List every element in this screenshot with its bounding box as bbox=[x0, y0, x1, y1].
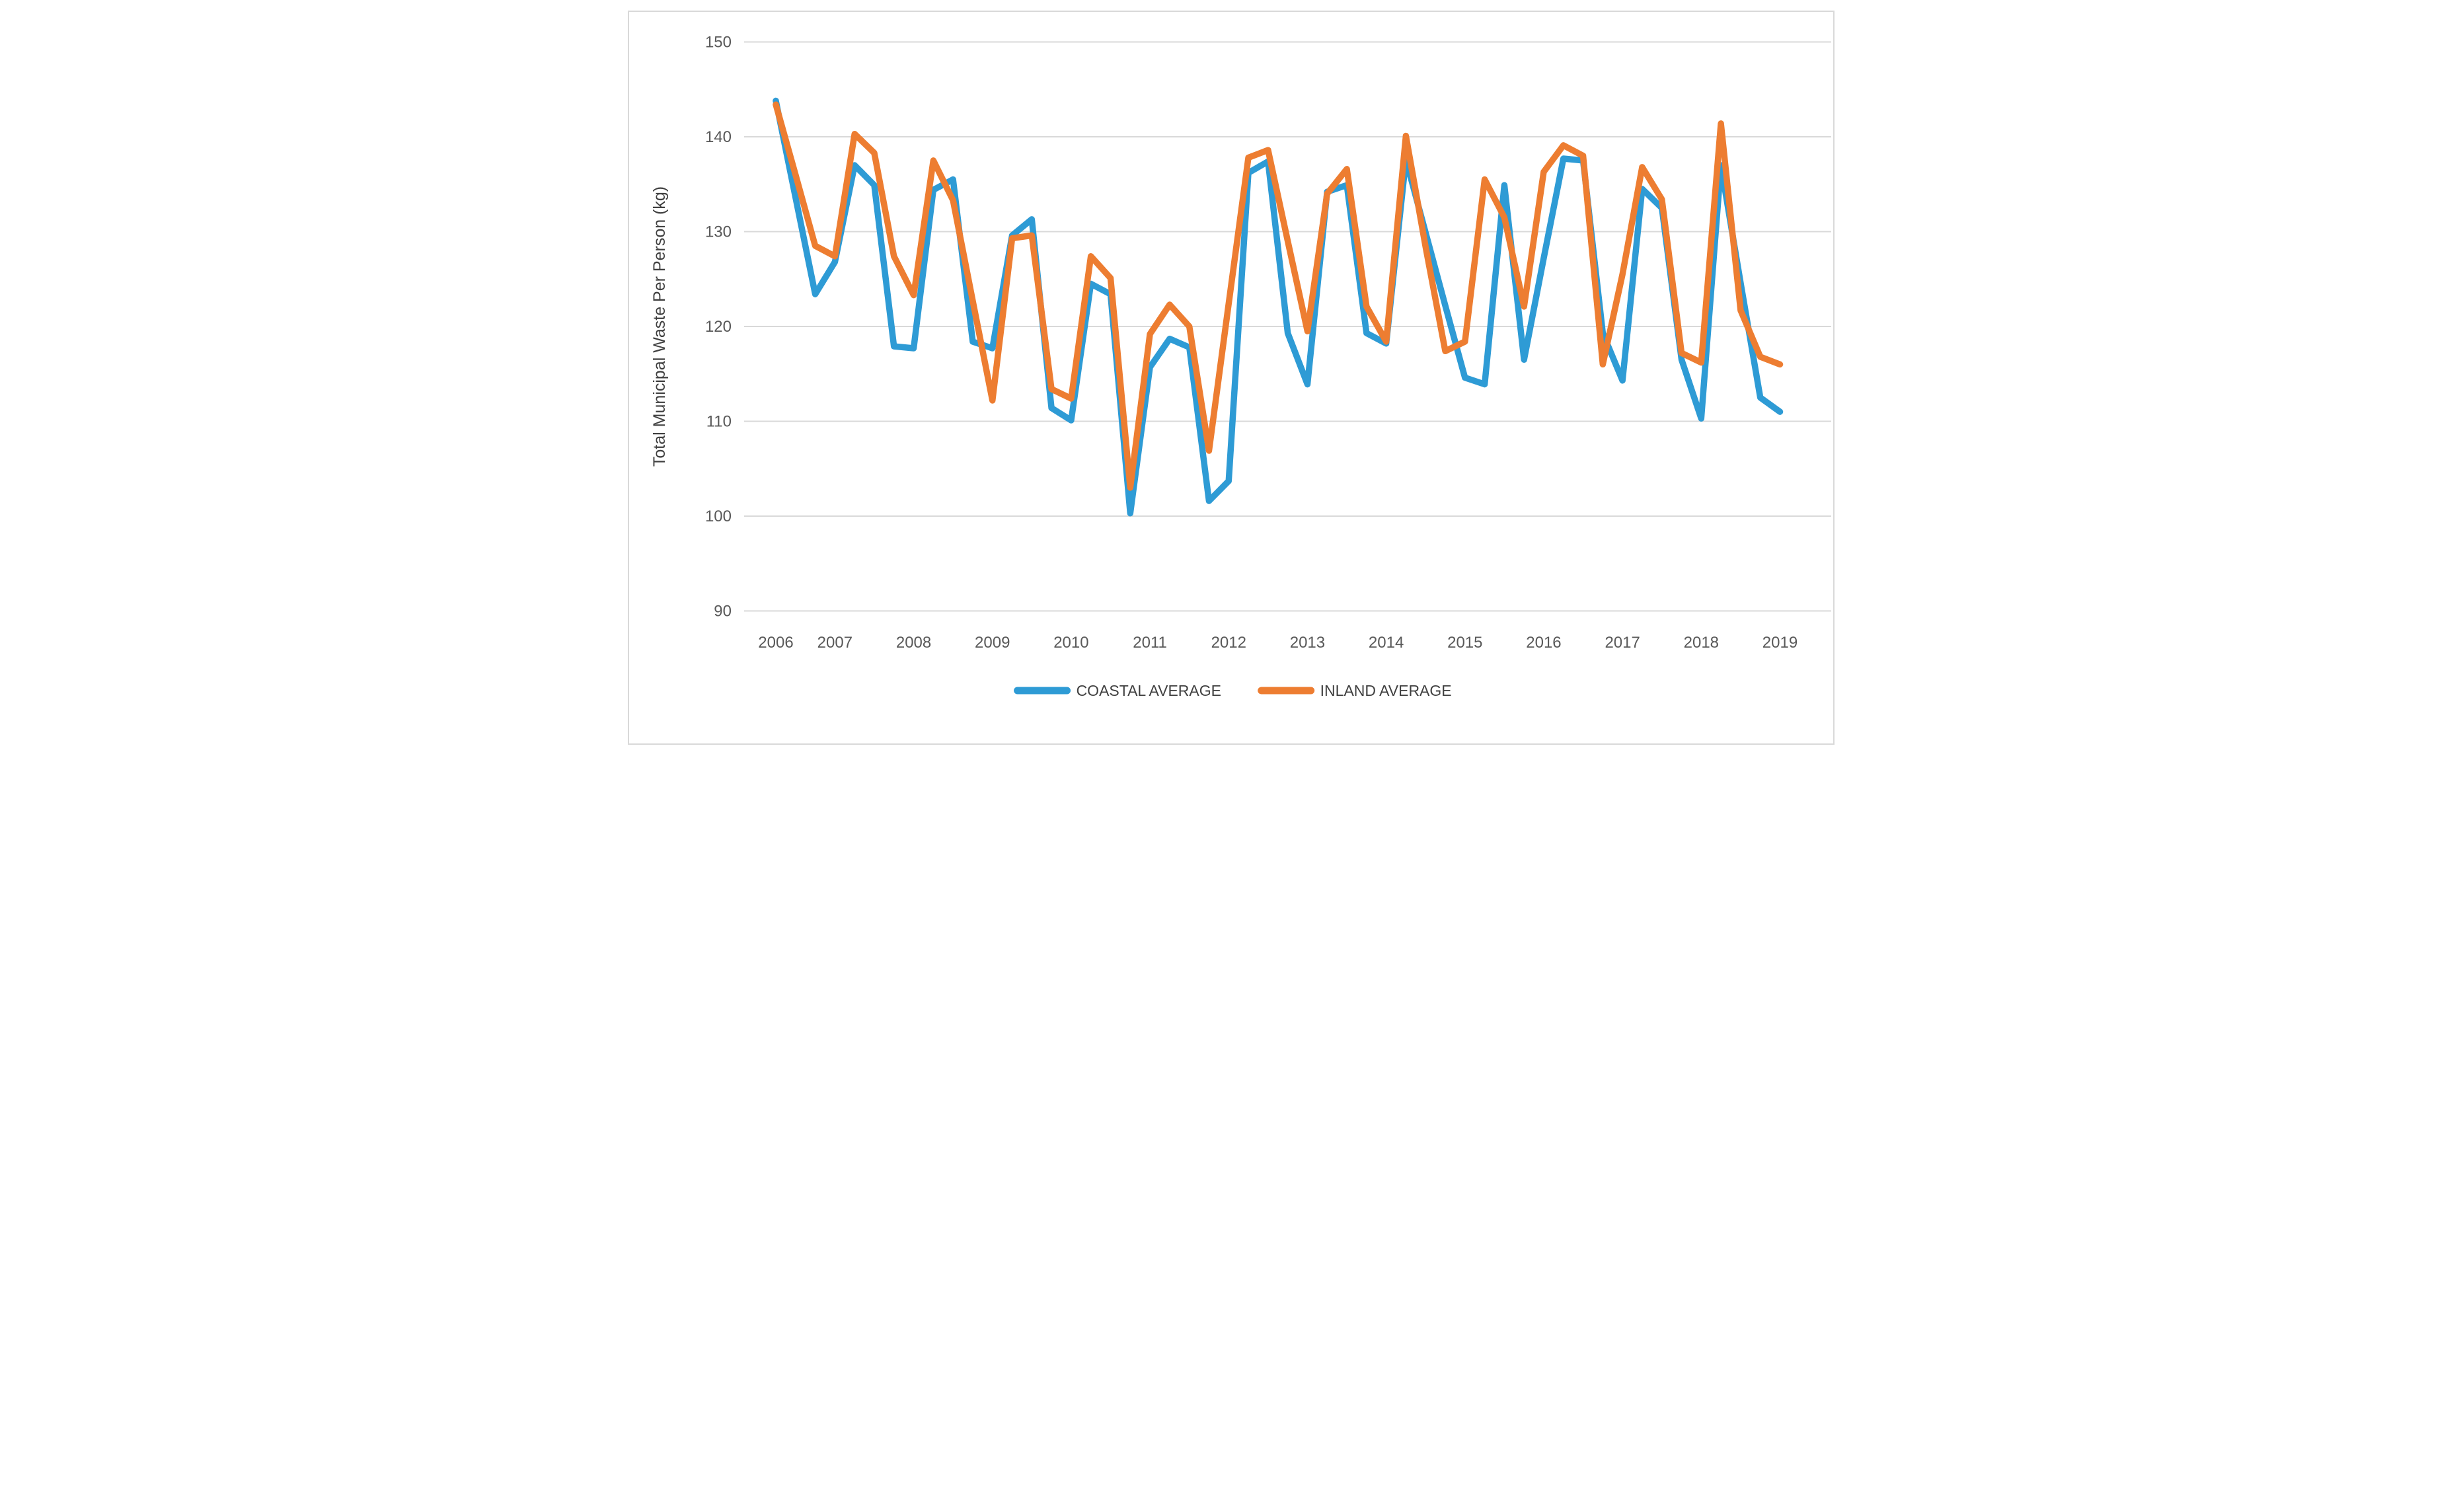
x-tick-label-2017: 2017 bbox=[1605, 634, 1640, 652]
y-tick-label-100: 100 bbox=[705, 508, 732, 525]
x-tick-label-2014: 2014 bbox=[1369, 634, 1404, 652]
series-line-inland bbox=[773, 101, 1784, 491]
x-axis-labels: 2006 2007 2008 2009 2010 2011 2012 2013 2014 2015… bbox=[758, 634, 1798, 652]
x-tick-label-2018: 2018 bbox=[1684, 634, 1719, 652]
legend-label-inland: INLAND AVERAGE bbox=[1320, 682, 1452, 699]
gridlines bbox=[744, 41, 1831, 612]
x-tick-label-2008: 2008 bbox=[896, 634, 931, 652]
x-tick-label-2016: 2016 bbox=[1526, 634, 1561, 652]
y-tick-label-90: 90 bbox=[714, 603, 732, 621]
series-lines bbox=[773, 97, 1784, 517]
x-tick-label-2011: 2011 bbox=[1133, 634, 1167, 652]
chart-frame: 150 140 130 120 110 100 90 2006 2007 2008 2009 2010… bbox=[615, 0, 1846, 756]
x-tick-label-2006: 2006 bbox=[758, 634, 793, 652]
x-tick-label-2010: 2010 bbox=[1053, 634, 1088, 652]
chart-background bbox=[616, 1, 1845, 755]
x-tick-label-2015: 2015 bbox=[1447, 634, 1482, 652]
y-tick-label-140: 140 bbox=[705, 128, 732, 146]
legend-label-coastal: COASTAL AVERAGE bbox=[1077, 682, 1221, 699]
chart-border bbox=[628, 11, 1835, 745]
x-tick-label-2007: 2007 bbox=[817, 634, 852, 652]
y-tick-label-110: 110 bbox=[706, 413, 732, 431]
y-axis-title: Total Municipal Waste Per Person (kg) bbox=[650, 186, 669, 467]
x-tick-label-2009: 2009 bbox=[975, 634, 1010, 652]
x-tick-label-2013: 2013 bbox=[1290, 634, 1325, 652]
y-tick-label-150: 150 bbox=[705, 34, 732, 52]
x-tick-label-2012: 2012 bbox=[1211, 634, 1246, 652]
chart-page: 150 140 130 120 110 100 90 2006 2007 2008 2009 2010… bbox=[615, 0, 1846, 756]
y-tick-label-130: 130 bbox=[705, 223, 732, 241]
municipal-waste-line-chart: 150 140 130 120 110 100 90 2006 2007 2008 2009 2010… bbox=[616, 1, 1845, 755]
y-axis-labels: 150 140 130 120 110 100 90 bbox=[705, 34, 732, 621]
legend: COASTAL AVERAGE INLAND AVERAGE bbox=[1014, 682, 1452, 699]
y-tick-label-120: 120 bbox=[705, 318, 732, 336]
x-tick-label-2019: 2019 bbox=[1762, 634, 1798, 652]
